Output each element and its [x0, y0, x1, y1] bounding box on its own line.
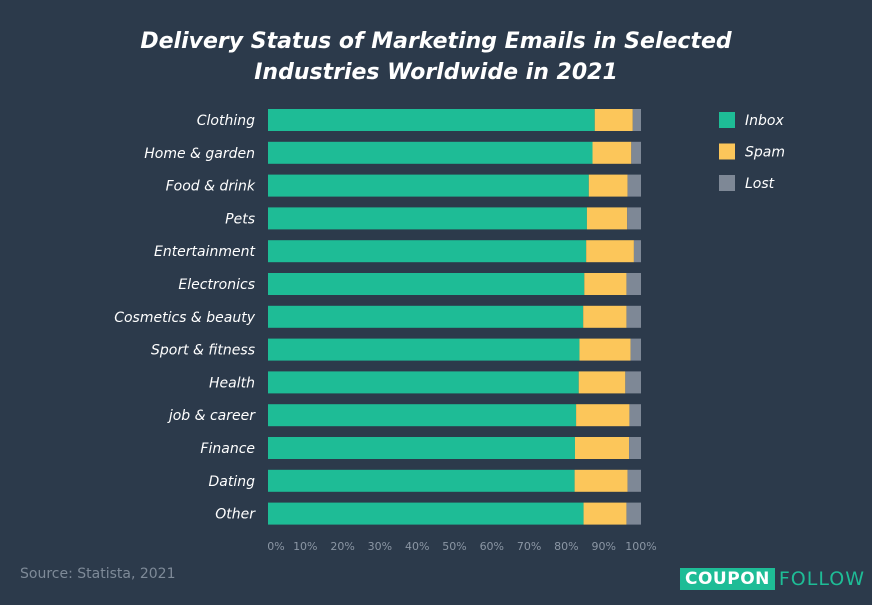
- bar-segment-lost: [633, 240, 641, 263]
- legend-swatch-inbox: [719, 112, 735, 128]
- bar-segment-spam: [584, 273, 627, 295]
- category-label: job & career: [167, 408, 256, 424]
- bar-segment-inbox: [268, 404, 577, 427]
- bar-segment-inbox: [268, 207, 587, 230]
- x-tick-label: 10%: [293, 540, 317, 553]
- bar-segment-lost: [626, 305, 641, 328]
- bar-segment-lost: [627, 207, 641, 230]
- bar-segment-inbox: [268, 469, 575, 492]
- category-label: Cosmetics & beauty: [114, 310, 256, 326]
- legend-label: Inbox: [745, 113, 784, 129]
- bar-segment-spam: [574, 469, 628, 492]
- bar-segment-inbox: [268, 174, 589, 197]
- bar-segment-inbox: [268, 502, 584, 525]
- x-tick-label: 0%: [267, 540, 284, 553]
- x-tick-label: 20%: [330, 540, 354, 553]
- source-note: Source: Statista, 2021: [20, 566, 176, 582]
- x-tick-label: 60%: [480, 540, 504, 553]
- legend-label: Spam: [745, 145, 785, 161]
- x-tick-label: 70%: [517, 540, 541, 553]
- bar-segment-inbox: [268, 240, 587, 263]
- category-label: Health: [209, 375, 255, 391]
- bar-segment-lost: [626, 273, 641, 295]
- bar-segment-spam: [574, 437, 630, 459]
- bar-segment-inbox: [268, 371, 579, 394]
- bar-segment-lost: [625, 371, 641, 394]
- x-tick-label: 40%: [405, 540, 429, 553]
- bar-segment-lost: [632, 109, 641, 131]
- bar-segment-spam: [592, 141, 632, 164]
- chart-title-line-1: Delivery Status of Marketing Emails in S…: [140, 29, 732, 54]
- bar-segment-lost: [627, 174, 641, 197]
- bar-segment-inbox: [268, 437, 575, 459]
- category-label: Pets: [225, 211, 255, 227]
- category-label: Finance: [200, 441, 255, 457]
- category-label: Electronics: [178, 277, 255, 293]
- category-label: Home & garden: [144, 146, 255, 162]
- category-label: Sport & fitness: [151, 343, 255, 359]
- x-tick-label: 30%: [368, 540, 392, 553]
- legend-label: Lost: [745, 176, 775, 192]
- chart-title-line-2: Industries Worldwide in 2021: [254, 60, 618, 85]
- legend-swatch-lost: [719, 175, 735, 191]
- bar-segment-spam: [586, 207, 628, 230]
- category-label: Clothing: [197, 113, 255, 129]
- x-tick-label: 50%: [442, 540, 466, 553]
- bar-segment-lost: [629, 404, 641, 427]
- bar-segment-lost: [631, 141, 641, 164]
- bar-segment-lost: [627, 469, 641, 492]
- bar-segment-spam: [583, 502, 627, 525]
- bar-segment-inbox: [268, 141, 593, 164]
- bar-segment-spam: [583, 305, 627, 328]
- bar-segment-spam: [594, 109, 633, 131]
- bar-segment-spam: [586, 240, 634, 263]
- x-tick-label: 100%: [625, 540, 656, 553]
- bar-segment-inbox: [268, 273, 585, 295]
- bar-segment-inbox: [268, 305, 584, 328]
- category-label: Dating: [209, 474, 256, 490]
- logo-coupon-text: COUPON: [680, 568, 775, 590]
- coupon-follow-logo: COUPON FOLLOW: [680, 567, 865, 591]
- legend-swatch-spam: [719, 143, 735, 160]
- bar-segment-spam: [576, 404, 630, 427]
- bar-segment-inbox: [268, 338, 580, 361]
- category-label: Other: [215, 507, 256, 523]
- bar-segment-spam: [579, 338, 631, 361]
- bar-segment-lost: [630, 338, 641, 361]
- bar-segment-inbox: [268, 109, 595, 131]
- chart-title: Delivery Status of Marketing Emails in S…: [0, 26, 872, 88]
- logo-follow-text: FOLLOW: [778, 568, 865, 590]
- category-label: Food & drink: [166, 179, 256, 195]
- bar-segment-lost: [629, 437, 641, 459]
- bar-segment-spam: [588, 174, 628, 197]
- category-label: Entertainment: [154, 244, 256, 260]
- x-tick-label: 80%: [554, 540, 578, 553]
- bar-segment-lost: [626, 502, 641, 525]
- bar-segment-spam: [578, 371, 626, 394]
- x-tick-label: 90%: [591, 540, 615, 553]
